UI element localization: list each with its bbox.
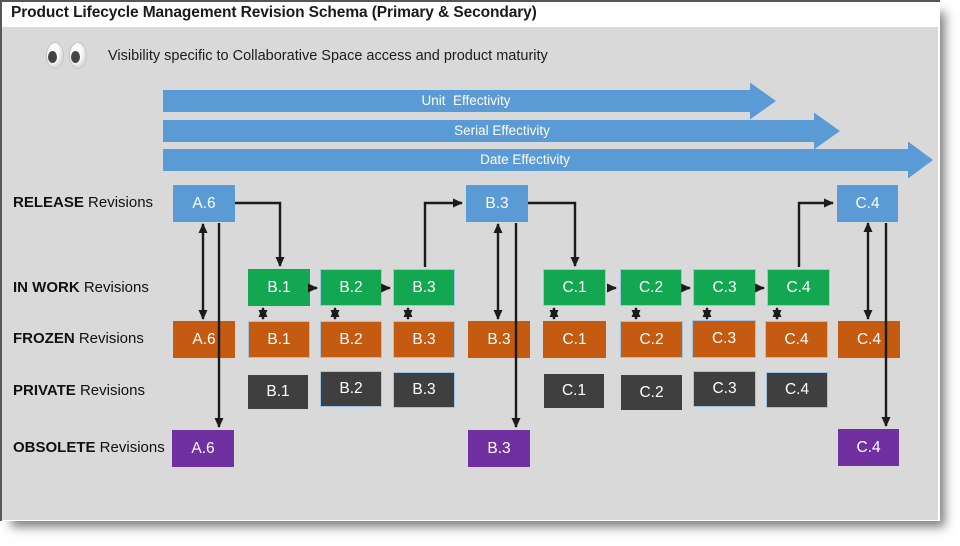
slide: Product Lifecycle Management Revision Sc… (2, 4, 938, 520)
diagram-canvas (2, 27, 938, 520)
page-title: Product Lifecycle Management Revision Sc… (11, 4, 537, 21)
